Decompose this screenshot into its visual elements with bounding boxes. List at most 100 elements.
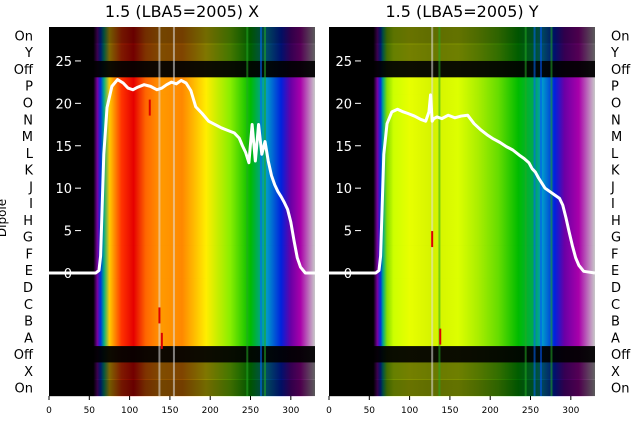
streak-0 bbox=[431, 27, 434, 396]
x-tick-label-300: 300 bbox=[562, 406, 579, 416]
chart-title-x: 1.5 (LBA5=2005) X bbox=[105, 2, 259, 21]
row-label-d: D bbox=[23, 281, 33, 296]
heatmap-band-f bbox=[329, 245, 595, 263]
streak-4 bbox=[539, 27, 542, 396]
row-label-j: J bbox=[28, 180, 33, 195]
row-label-m: M bbox=[22, 130, 33, 145]
heatmap-band-h bbox=[329, 211, 595, 229]
row-label-p: P bbox=[25, 80, 33, 95]
streak-3 bbox=[533, 27, 536, 396]
heatmap-band-p bbox=[329, 77, 595, 95]
heatmap-band-o bbox=[49, 94, 315, 112]
heatmap-band-e bbox=[329, 261, 595, 279]
heatmap-band-on bbox=[49, 379, 315, 397]
heatmap-band-e bbox=[49, 261, 315, 279]
row-label-e: E bbox=[25, 264, 33, 279]
heatmap-band-o bbox=[329, 94, 595, 112]
streak-1 bbox=[438, 27, 441, 396]
row-label-on: On bbox=[611, 382, 629, 397]
streak-2 bbox=[524, 27, 527, 396]
heatmap-band-k bbox=[49, 161, 315, 179]
heatmap-band-d bbox=[49, 278, 315, 296]
heatmap-band-on bbox=[49, 27, 315, 45]
panel-x: 1.5 (LBA5=2005) X 0 5 10 15 20 25 0 50 100 150 20… bbox=[46, 2, 315, 416]
streak-4 bbox=[264, 27, 267, 396]
overlay-tick-label-25: 25 bbox=[335, 55, 352, 70]
row-label-f: F bbox=[611, 247, 618, 262]
row-label-n: N bbox=[611, 113, 621, 128]
red-marker-2 bbox=[160, 332, 163, 349]
row-label-i: I bbox=[29, 197, 33, 212]
x-tick-label-0: 0 bbox=[326, 406, 332, 416]
row-label-h: H bbox=[23, 214, 33, 229]
x-tick-label-100: 100 bbox=[401, 406, 418, 416]
row-label-d: D bbox=[611, 281, 621, 296]
overlay-line-0 bbox=[49, 78, 315, 275]
x-tick-label-50: 50 bbox=[364, 406, 376, 416]
streak-5 bbox=[550, 27, 553, 396]
heatmap-band-h bbox=[49, 211, 315, 229]
row-label-c: C bbox=[24, 298, 33, 313]
overlay-tick-label-5: 5 bbox=[344, 225, 352, 240]
heatmap-band-off bbox=[329, 60, 595, 78]
heatmap-band-a bbox=[329, 328, 595, 347]
heatmap-band-off bbox=[49, 60, 315, 78]
panel-y: 1.5 (LBA5=2005) Y 0 5 10 15 20 25 0 50 100 150 20… bbox=[326, 2, 596, 416]
heatmap-band-i bbox=[329, 194, 595, 212]
row-label-off: Off bbox=[611, 63, 631, 78]
red-marker-0 bbox=[148, 99, 151, 116]
overlay-tick-label-0: 0 bbox=[344, 267, 352, 282]
x-tick-label-0: 0 bbox=[46, 406, 52, 416]
heatmap-band-b bbox=[49, 312, 315, 330]
overlay-tick-label-0: 0 bbox=[64, 267, 72, 282]
heatmap-band-a bbox=[49, 328, 315, 347]
row-label-e: E bbox=[611, 264, 619, 279]
row-label-on: On bbox=[15, 29, 33, 44]
heatmap-band-g bbox=[329, 228, 595, 246]
x-axis-y: 0 50 100 150 200 250 300 bbox=[326, 396, 580, 416]
x-tick-label-200: 200 bbox=[482, 406, 499, 416]
heatmap-band-off bbox=[329, 345, 595, 363]
row-label-on: On bbox=[15, 382, 33, 397]
heatmap-band-i bbox=[49, 194, 315, 212]
row-label-i: I bbox=[611, 197, 615, 212]
overlay-x: 0 5 10 15 20 25 bbox=[49, 55, 315, 282]
overlay-tick-label-10: 10 bbox=[55, 182, 72, 197]
heatmap-band-x bbox=[49, 362, 315, 380]
heatmap-band-m bbox=[49, 127, 315, 145]
overlay-tick-label-15: 15 bbox=[335, 140, 352, 155]
heatmap-band-d bbox=[329, 278, 595, 296]
row-label-p: P bbox=[611, 80, 619, 95]
heatmap-band-k bbox=[329, 161, 595, 179]
x-tick-label-50: 50 bbox=[84, 406, 96, 416]
row-label-f: F bbox=[26, 247, 33, 262]
row-label-o: O bbox=[23, 96, 33, 111]
heatmap-band-x bbox=[329, 362, 595, 380]
x-tick-label-250: 250 bbox=[522, 406, 539, 416]
heatmap-band-n bbox=[49, 110, 315, 129]
heatmap-band-j bbox=[49, 177, 315, 196]
overlay-tick-label-25: 25 bbox=[55, 55, 72, 70]
row-label-o: O bbox=[611, 96, 621, 111]
row-label-m: M bbox=[611, 130, 622, 145]
streak-0 bbox=[158, 27, 161, 396]
heatmap-band-l bbox=[49, 144, 315, 162]
row-label-g: G bbox=[23, 231, 33, 246]
heatmap-band-y bbox=[329, 43, 595, 61]
row-label-l: L bbox=[611, 147, 619, 162]
heatmap-band-on bbox=[329, 27, 595, 45]
overlay-tick-label-5: 5 bbox=[64, 225, 72, 240]
heatmap-band-c bbox=[329, 295, 595, 313]
row-label-off: Off bbox=[14, 63, 34, 78]
overlay-tick-label-20: 20 bbox=[335, 97, 352, 112]
heatmap-band-g bbox=[49, 228, 315, 246]
streak-2 bbox=[246, 27, 249, 396]
x-tick-label-150: 150 bbox=[161, 406, 178, 416]
x-tick-label-300: 300 bbox=[282, 406, 299, 416]
heatmap-band-off bbox=[49, 345, 315, 363]
heatmap-band-j bbox=[329, 177, 595, 196]
row-label-x: X bbox=[24, 365, 33, 380]
heatmap-x bbox=[49, 27, 315, 397]
